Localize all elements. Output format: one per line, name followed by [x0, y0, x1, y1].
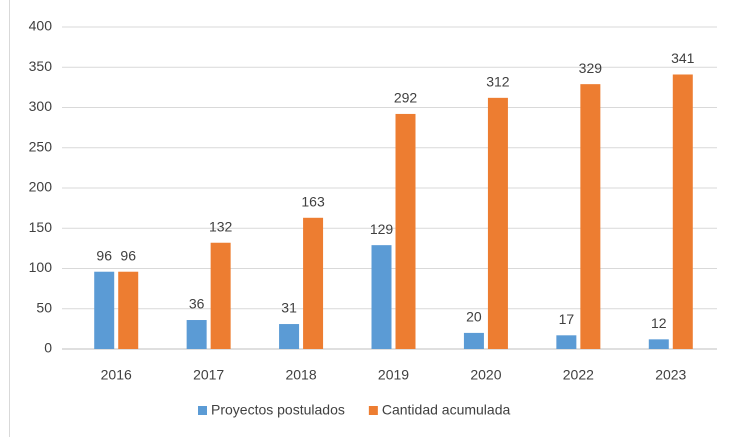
data-label: 341	[671, 50, 695, 66]
data-label: 329	[579, 60, 603, 76]
data-label: 129	[370, 221, 394, 237]
bar	[395, 113, 416, 349]
data-label: 31	[281, 300, 297, 316]
y-tick-label: 300	[29, 98, 53, 114]
x-tick-label: 2019	[378, 367, 409, 383]
bar	[186, 320, 207, 349]
data-label: 312	[486, 74, 510, 90]
bar	[303, 217, 324, 349]
y-tick-label: 100	[29, 259, 53, 275]
bar	[94, 271, 115, 349]
y-tick-label: 50	[36, 299, 52, 315]
data-label: 36	[189, 296, 205, 312]
data-label: 96	[96, 247, 112, 263]
y-tick-label: 400	[29, 18, 53, 34]
y-tick-label: 350	[29, 58, 53, 74]
x-tick-label: 2016	[101, 367, 132, 383]
data-label: 12	[651, 315, 667, 331]
data-label: 292	[394, 90, 418, 106]
bar	[487, 97, 508, 349]
y-tick-label: 0	[44, 340, 52, 356]
bar	[279, 324, 300, 349]
bar	[463, 332, 484, 349]
bar	[648, 339, 669, 349]
x-tick-label: 2022	[563, 367, 594, 383]
y-tick-label: 150	[29, 219, 53, 235]
data-label: 163	[301, 193, 325, 209]
data-label: 17	[559, 311, 575, 327]
legend-swatch	[198, 406, 207, 415]
y-tick-label: 250	[29, 138, 53, 154]
x-tick-label: 2020	[470, 367, 501, 383]
y-tick-label: 200	[29, 179, 53, 195]
legend-swatch	[368, 406, 378, 415]
bar	[371, 245, 392, 349]
x-tick-label: 2018	[285, 367, 316, 383]
data-label: 132	[209, 218, 233, 234]
bar	[556, 335, 577, 349]
legend-label: Cantidad acumulada	[382, 402, 511, 418]
x-tick-label: 2017	[193, 367, 224, 383]
bar	[672, 74, 693, 350]
data-label: 20	[466, 309, 482, 325]
data-label: 96	[120, 247, 136, 263]
bar	[580, 84, 601, 349]
bar	[118, 271, 139, 349]
bar	[210, 242, 231, 349]
x-tick-label: 2023	[655, 367, 686, 383]
legend-label: Proyectos postulados	[211, 402, 345, 418]
